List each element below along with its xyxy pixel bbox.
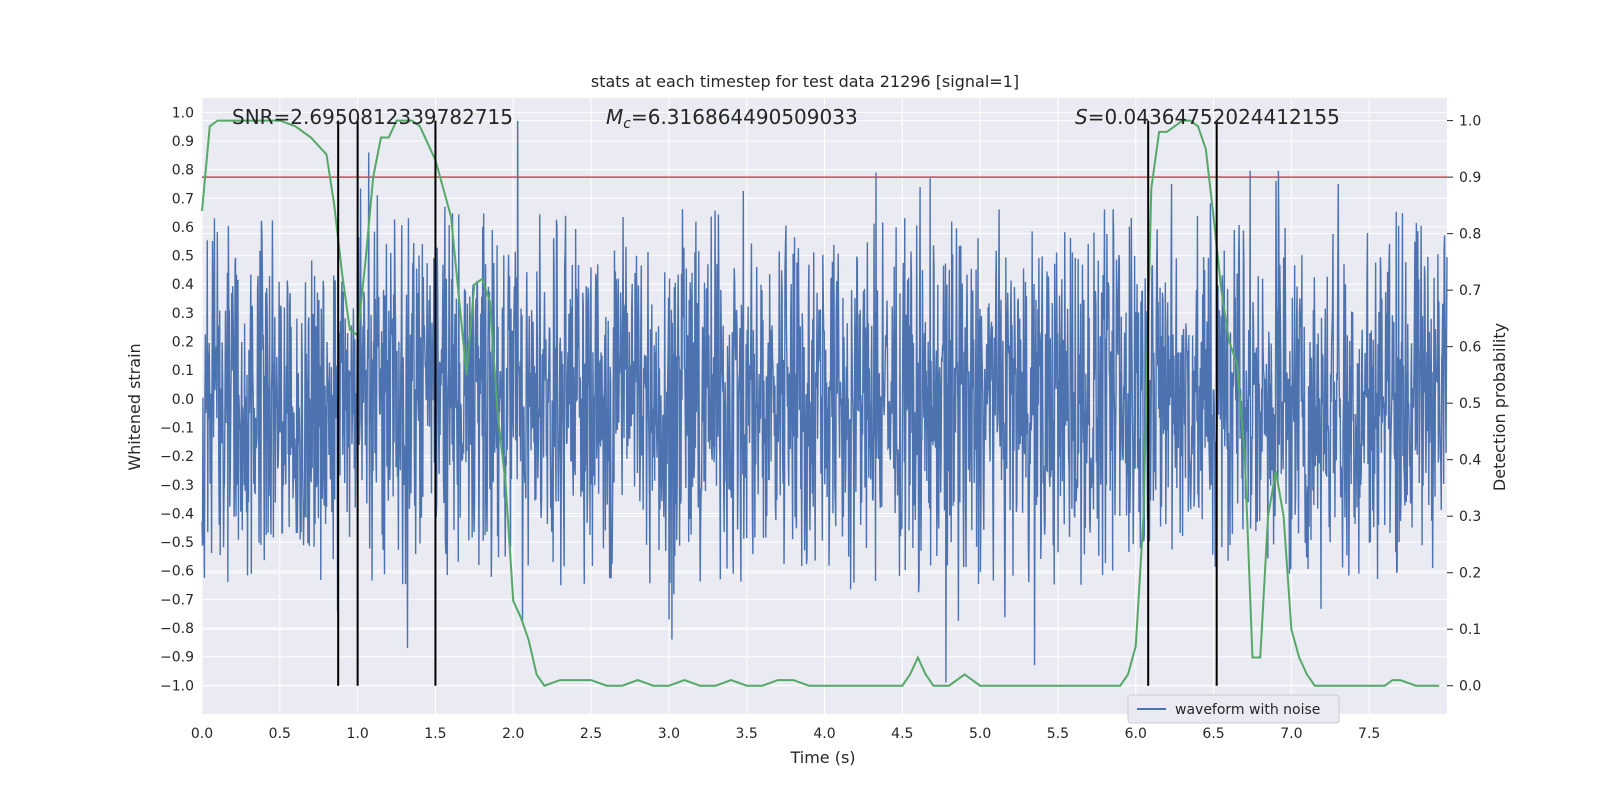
y-left-tick-label: 0.3 (172, 306, 194, 322)
y-left-tick-label: 0.2 (172, 335, 194, 351)
x-axis-ticks: 0.0 0.5 1.0 1.5 2.0 2.5 3.0 3.5 4.0 4.5 5.0 5.5 6.0 6… (191, 726, 1380, 742)
y-right-tick-label: 0.3 (1459, 509, 1481, 525)
x-tick-label: 4.0 (813, 726, 835, 742)
y-right-tick-label: 0.6 (1459, 340, 1481, 356)
annotation-mc-symbol: M (606, 105, 623, 129)
x-tick-label: 2.5 (580, 726, 602, 742)
annotation-mc: Mc=6.316864490509033 (606, 105, 858, 132)
y-left-tick-label: −0.2 (160, 449, 194, 465)
y-left-tick-label: 0.4 (172, 277, 194, 293)
x-tick-label: 4.5 (891, 726, 913, 742)
y-left-tick-label: −0.8 (160, 621, 194, 637)
y-right-tick-label: 0.9 (1459, 170, 1481, 186)
y-left-tick-label: −0.5 (160, 535, 194, 551)
y-right-tick-label: 1.0 (1459, 114, 1481, 130)
x-tick-label: 3.0 (658, 726, 680, 742)
y-left-tick-label: −0.9 (160, 650, 194, 666)
y-left-axis-ticks: 1.0 0.9 0.8 0.7 0.6 0.5 0.4 0.3 0.2 0.1 0.0 −0.1 −0.… (160, 105, 194, 694)
x-tick-label: 7.0 (1280, 726, 1302, 742)
y-left-tick-label: 0.9 (172, 134, 194, 150)
x-tick-label: 0.5 (269, 726, 291, 742)
x-tick-label: 0.0 (191, 726, 213, 742)
y-left-tick-label: 1.0 (172, 105, 194, 121)
probability-series (201, 119, 1440, 687)
x-tick-label: 1.0 (346, 726, 368, 742)
annotation-s: S=0.04364752024412155 (1075, 105, 1340, 129)
y-left-tick-label: −0.1 (160, 420, 194, 436)
y-left-tick-label: 0.1 (172, 363, 194, 379)
probability-line (201, 119, 1440, 687)
x-tick-label: 6.0 (1125, 726, 1147, 742)
y-left-axis-label: Whitened strain (125, 343, 144, 470)
y-left-tick-label: −0.4 (160, 506, 194, 522)
y-right-tick-label: 0.8 (1459, 227, 1481, 243)
waveform-series (201, 120, 1448, 683)
y-left-tick-label: −0.7 (160, 592, 194, 608)
annotation-mc-value: =6.316864490509033 (631, 105, 858, 129)
y-right-tick-label: 0.0 (1459, 679, 1481, 695)
x-tick-label: 1.5 (424, 726, 446, 742)
chart-title: stats at each timestep for test data 212… (591, 72, 1019, 91)
x-tick-label: 7.5 (1358, 726, 1380, 742)
y-right-tick-label: 0.1 (1459, 622, 1481, 638)
y-right-tick-label: 0.4 (1459, 453, 1481, 469)
y-left-tick-label: 0.7 (172, 191, 194, 207)
x-tick-label: 6.5 (1202, 726, 1224, 742)
y-left-tick-label: −0.3 (160, 478, 194, 494)
y-left-tick-label: −1.0 (160, 678, 194, 694)
annotation-snr: SNR=2.6950812339782715 (232, 105, 513, 129)
x-axis-label: Time (s) (789, 748, 855, 767)
annotation-s-symbol: S (1075, 105, 1088, 129)
waveform-line (201, 120, 1448, 683)
y-right-axis-label: Detection probability (1490, 323, 1509, 491)
x-tick-label: 5.0 (969, 726, 991, 742)
y-right-axis-ticks: 1.0 0.9 0.8 0.7 0.6 0.5 0.4 0.3 0.2 0.1 0.0 (1447, 114, 1481, 695)
legend-box (1127, 694, 1340, 724)
y-left-tick-label: 0.6 (172, 220, 194, 236)
y-left-tick-label: 0.5 (172, 249, 194, 265)
y-left-tick-label: −0.6 (160, 564, 194, 580)
legend-label: waveform with noise (1175, 702, 1320, 718)
y-right-tick-label: 0.7 (1459, 283, 1481, 299)
annotation-s-value: =0.04364752024412155 (1088, 105, 1340, 129)
legend: waveform with noise (1127, 694, 1340, 724)
y-left-tick-label: 0.8 (172, 163, 194, 179)
annotation-mc-subscript: c (623, 116, 631, 132)
vertical-markers (337, 120, 1218, 686)
y-left-tick-label: 0.0 (172, 392, 194, 408)
x-tick-label: 5.5 (1047, 726, 1069, 742)
x-tick-label: 2.0 (502, 726, 524, 742)
y-right-tick-label: 0.2 (1459, 566, 1481, 582)
x-tick-label: 3.5 (736, 726, 758, 742)
y-right-tick-label: 0.5 (1459, 396, 1481, 412)
